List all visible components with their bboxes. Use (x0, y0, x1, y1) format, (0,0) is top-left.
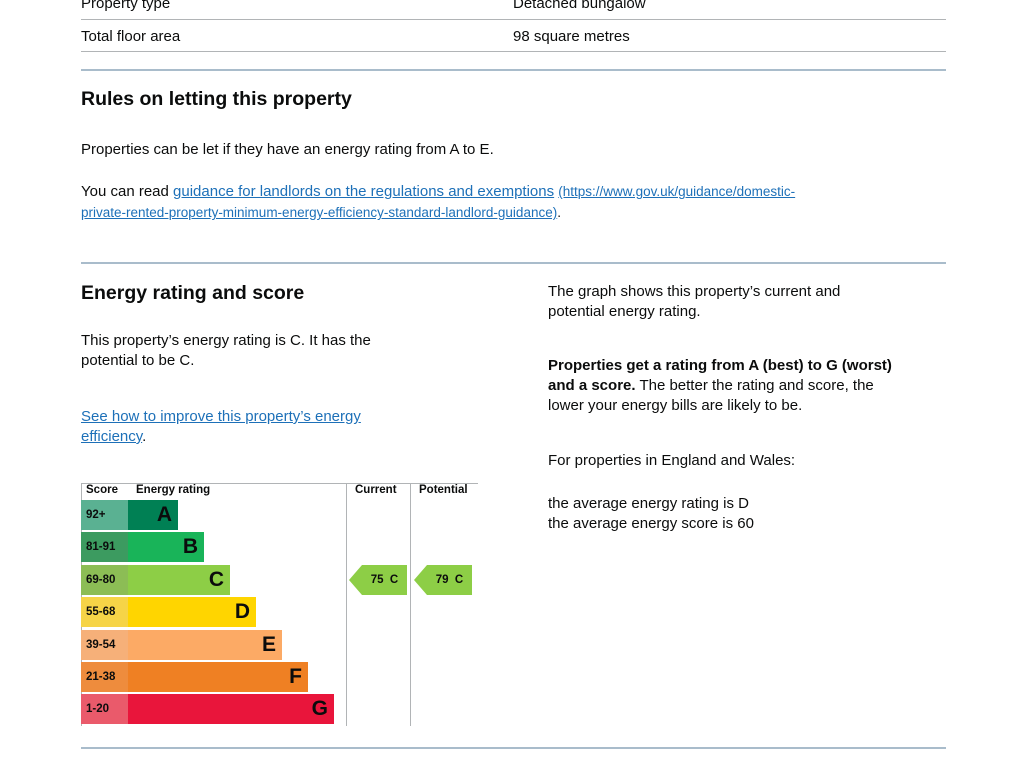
scale-rest: The better the rating and score, the (635, 377, 874, 394)
row-divider (81, 51, 946, 52)
band-score-range: 69-80 (81, 564, 128, 595)
guidance-link[interactable]: guidance for landlords on the regulation… (173, 183, 555, 200)
scale-text-line3: lower your energy bills are likely to be… (548, 397, 803, 414)
potential-header: Potential (419, 484, 468, 496)
band-letter: D (234, 600, 250, 624)
band-bar: F (128, 662, 308, 692)
graph-text-line1: The graph shows this property’s current … (548, 283, 841, 300)
section-divider (81, 69, 946, 71)
row-divider (81, 19, 946, 20)
region-text: For properties in England and Wales: (548, 452, 796, 469)
band-letter: F (289, 665, 302, 688)
scale-text-line2: and a score. The better the rating and s… (548, 376, 874, 396)
improve-link-line2-wrap: efficiency. (81, 427, 146, 447)
band-bar: E (128, 629, 282, 660)
potential-rating-arrow-label: 79 C (427, 564, 472, 595)
band-letter: A (156, 503, 172, 526)
band-bar: C (128, 564, 230, 595)
current-column-divider (346, 483, 347, 726)
band-score-range: 39-54 (81, 629, 128, 660)
rating-text-line2: potential to be C. (81, 352, 195, 369)
current-rating-arrow-label: 75 C (362, 564, 407, 595)
improve-link-line1-wrap: See how to improve this property’s energ… (81, 407, 361, 427)
band-letter: G (311, 697, 328, 721)
potential-column-divider (410, 483, 411, 726)
rating-text-line1: This property’s energy rating is C. It h… (81, 332, 371, 349)
section-divider (81, 262, 946, 264)
read-prefix: You can read (81, 183, 174, 200)
current-header: Current (355, 484, 397, 496)
graph-text-line2: potential energy rating. (548, 303, 701, 320)
band-score-range: 21-38 (81, 662, 128, 692)
band-score-range: 1-20 (81, 694, 128, 725)
guidance-url-line1[interactable]: (https://www.gov.uk/guidance/domestic- (558, 184, 796, 199)
energy-rating-chart: Score Energy rating Current Potential 92… (81, 483, 478, 726)
guidance-url-line2[interactable]: private-rented-property-minimum-energy-e… (81, 205, 558, 220)
scale-bold: and a score. (548, 377, 636, 394)
score-header: Score (86, 484, 118, 496)
band-letter: C (208, 567, 224, 591)
improve-link-end: . (142, 428, 147, 445)
average-rating: the average energy rating is D (548, 495, 749, 512)
section-divider (81, 747, 946, 749)
guidance-paragraph: You can read guidance for landlords on t… (81, 182, 951, 202)
energy-heading: Energy rating and score (81, 282, 305, 304)
property-type-value: Detached bungalow (513, 0, 646, 12)
guidance-url-end: . (557, 205, 561, 220)
improve-link[interactable]: See how to improve this property’s energ… (81, 408, 361, 425)
improve-link-cont[interactable]: efficiency (81, 428, 143, 445)
scale-text-line1: Properties get a rating from A (best) to… (548, 357, 892, 374)
guidance-url-paragraph: private-rented-property-minimum-energy-e… (81, 203, 951, 223)
current-rating-arrow-tip (349, 564, 362, 595)
band-bar: B (128, 532, 204, 563)
band-score-range: 55-68 (81, 597, 128, 628)
letting-paragraph: Properties can be let if they have an en… (81, 141, 494, 158)
band-letter: E (261, 632, 276, 656)
band-bar: A (128, 500, 178, 530)
band-letter: B (182, 535, 198, 559)
letting-heading: Rules on letting this property (81, 88, 352, 110)
floor-area-value: 98 square metres (513, 28, 630, 45)
band-score-range: 81-91 (81, 532, 128, 563)
average-score: the average energy score is 60 (548, 515, 754, 532)
band-bar: G (128, 694, 334, 725)
potential-rating-arrow-tip (414, 564, 427, 595)
rating-header: Energy rating (136, 484, 211, 496)
band-score-range: 92+ (81, 500, 128, 530)
band-bar: D (128, 597, 256, 628)
chart-frame-top (81, 483, 478, 484)
property-type-label: Property type (81, 0, 171, 12)
floor-area-label: Total floor area (81, 28, 181, 45)
